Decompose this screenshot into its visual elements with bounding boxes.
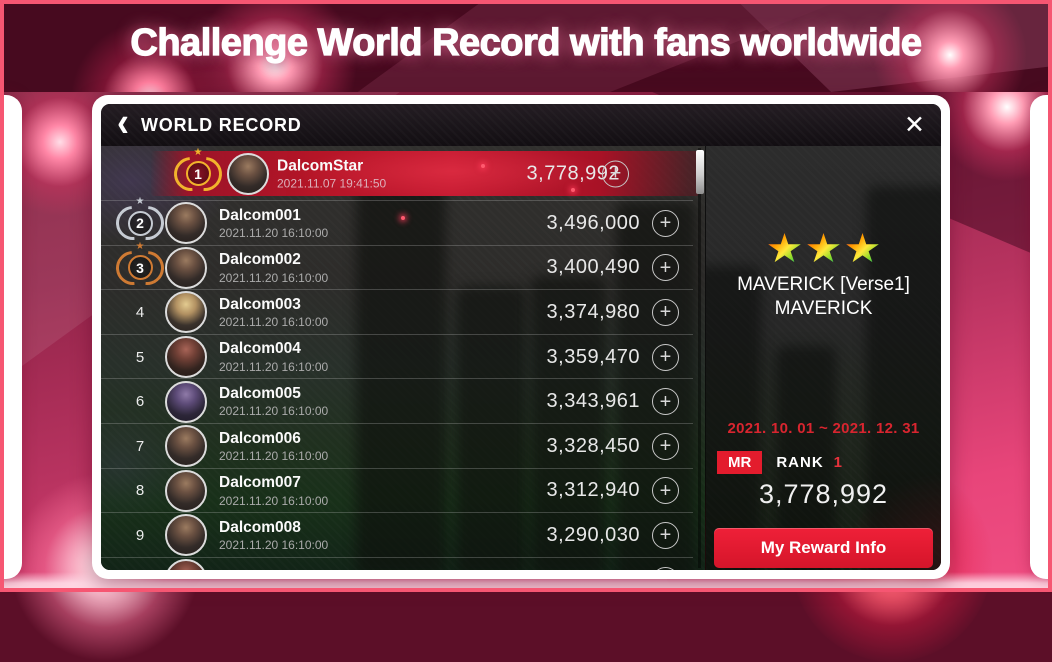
avatar xyxy=(227,152,269,195)
leaderboard-list: ★ 1 DalcomStar 2021.11.07 19:41:50 3,778… xyxy=(101,146,705,570)
wreath-star-icon: ★ xyxy=(135,240,145,252)
leaderboard-row-4[interactable]: 4 Dalcom003 2021.11.20 16:10:00 3,374,98… xyxy=(101,290,705,335)
record-date: 2021.11.20 16:10:00 xyxy=(219,359,329,374)
event-period: 2021. 10. 01 ~ 2021. 12. 31 xyxy=(727,420,920,437)
title-bar: ‹ WORLD RECORD ✕ xyxy=(101,104,941,146)
record-date: 2021.11.20 16:10:00 xyxy=(219,493,329,508)
rank-number: 6 xyxy=(135,393,145,411)
add-friend-icon[interactable]: + xyxy=(652,343,679,371)
bronze-wreath-badge: ★ 3 xyxy=(109,241,171,292)
scrollbar-track[interactable] xyxy=(698,148,701,568)
add-friend-icon[interactable]: + xyxy=(652,254,679,282)
screenshot-card: ‹ WORLD RECORD ✕ ★ 1 xyxy=(92,95,950,579)
player-name: Dalcom003 xyxy=(219,295,301,313)
record-date: 2021.11.20 16:10:00 xyxy=(219,538,329,553)
promo-banner: Challenge World Record with fans worldwi… xyxy=(0,0,1052,92)
page-title: WORLD RECORD xyxy=(141,114,302,135)
song-artist: MAVERICK xyxy=(774,298,873,319)
leaderboard-row-9[interactable]: 9 Dalcom008 2021.11.20 16:10:00 3,290,03… xyxy=(101,513,705,558)
rank-label: RANK xyxy=(776,454,824,471)
leaderboard-row-3[interactable]: ★ 3 Dalcom002 2021.11.20 16:10:00 3,400,… xyxy=(101,241,705,292)
record-date: 2021.11.20 16:10:00 xyxy=(219,225,329,240)
avatar xyxy=(165,202,207,245)
player-name: Dalcom001 xyxy=(219,206,301,224)
leaderboard-row-5[interactable]: 5 Dalcom004 2021.11.20 16:10:00 3,359,47… xyxy=(101,335,705,380)
record-date: 2021.11.20 16:10:00 xyxy=(219,404,329,419)
avatar xyxy=(165,380,207,423)
world-record-screen: ‹ WORLD RECORD ✕ ★ 1 xyxy=(101,104,941,570)
score-value: 3,359,470 xyxy=(546,345,640,368)
my-rank-row: MR RANK 1 xyxy=(717,451,842,474)
previous-screenshot-edge xyxy=(0,95,22,579)
avatar xyxy=(165,425,207,468)
leaderboard-row-8[interactable]: 8 Dalcom007 2021.11.20 16:10:00 3,312,94… xyxy=(101,469,705,514)
player-name: Dalcom005 xyxy=(219,384,301,402)
record-date: 2021.11.20 16:10:00 xyxy=(219,315,329,330)
back-icon[interactable]: ‹ xyxy=(117,104,129,145)
wreath-star-icon: ★ xyxy=(135,196,145,208)
add-friend-icon[interactable]: + xyxy=(652,477,679,505)
avatar xyxy=(165,336,207,379)
silver-wreath-badge: ★ 2 xyxy=(109,196,171,248)
add-friend-icon[interactable]: + xyxy=(652,298,679,326)
score-value: 3,374,980 xyxy=(546,300,640,323)
score-value: 3,290,030 xyxy=(546,523,640,546)
avatar xyxy=(165,469,207,512)
add-friend-icon[interactable]: + xyxy=(652,521,679,549)
player-name: Dalcom007 xyxy=(219,474,301,492)
add-friend-icon[interactable]: + xyxy=(652,388,679,416)
add-friend-icon[interactable]: + xyxy=(652,209,679,237)
close-icon[interactable]: ✕ xyxy=(904,111,925,139)
leaderboard-row-7[interactable]: 7 Dalcom006 2021.11.20 16:10:00 3,328,45… xyxy=(101,424,705,469)
leaderboard-row-6[interactable]: 6 Dalcom005 2021.11.20 16:10:00 3,343,96… xyxy=(101,379,705,424)
player-name: Dalcom004 xyxy=(219,340,301,358)
record-date: 2021.11.07 19:41:50 xyxy=(277,176,387,191)
add-friend-icon[interactable]: + xyxy=(652,566,679,570)
rank-number: 7 xyxy=(135,437,145,455)
avatar xyxy=(165,514,207,557)
rank-number: 5 xyxy=(135,348,145,366)
score-value: 3,778,992 xyxy=(526,162,620,184)
avatar xyxy=(165,291,207,334)
mode-badge: MR xyxy=(717,451,763,474)
score-value: 3,312,940 xyxy=(546,479,640,502)
add-friend-icon[interactable]: + xyxy=(602,160,629,187)
wreath-star-icon: ★ xyxy=(193,146,203,158)
my-reward-info-button[interactable]: My Reward Info xyxy=(714,528,933,568)
rank-number: 4 xyxy=(135,303,145,321)
leaderboard-row-10[interactable]: 10 Dalcom009 + xyxy=(101,558,705,570)
leaderboard-row-2[interactable]: ★ 2 Dalcom001 2021.11.20 16:10:00 3,496,… xyxy=(101,196,705,248)
song-info-panel: MAVERICK [Verse1] MAVERICK 2021. 10. 01 … xyxy=(705,146,941,570)
score-value: 3,496,000 xyxy=(546,211,640,234)
gold-wreath-badge: ★ 1 xyxy=(167,147,229,198)
rank-value: 1 xyxy=(833,454,843,471)
player-name: DalcomStar xyxy=(277,156,364,174)
my-best-score: 3,778,992 xyxy=(758,479,889,509)
avatar xyxy=(165,246,207,289)
player-name: Dalcom002 xyxy=(219,251,301,269)
scrollbar-thumb[interactable] xyxy=(696,150,704,194)
difficulty-stars xyxy=(706,233,941,265)
rainbow-star-icon xyxy=(768,233,801,263)
add-friend-icon[interactable]: + xyxy=(652,432,679,460)
rainbow-star-icon xyxy=(846,233,879,263)
score-value: 3,328,450 xyxy=(546,434,640,457)
rainbow-star-icon xyxy=(807,233,840,263)
next-screenshot-edge xyxy=(1030,95,1052,579)
rank-number: 9 xyxy=(135,526,145,544)
leaderboard-row-1[interactable]: ★ 1 DalcomStar 2021.11.07 19:41:50 3,778… xyxy=(101,146,705,201)
record-date: 2021.11.20 16:10:00 xyxy=(219,270,329,285)
banner-headline: Challenge World Record with fans worldwi… xyxy=(130,21,923,64)
score-value: 3,400,490 xyxy=(546,256,640,279)
rank-number: 8 xyxy=(135,482,145,500)
avatar xyxy=(165,559,207,570)
player-name: Dalcom008 xyxy=(219,518,301,536)
song-title: MAVERICK [Verse1] xyxy=(737,274,910,295)
record-date: 2021.11.20 16:10:00 xyxy=(219,448,329,463)
player-name: Dalcom006 xyxy=(219,429,301,447)
score-value: 3,343,961 xyxy=(546,390,640,413)
